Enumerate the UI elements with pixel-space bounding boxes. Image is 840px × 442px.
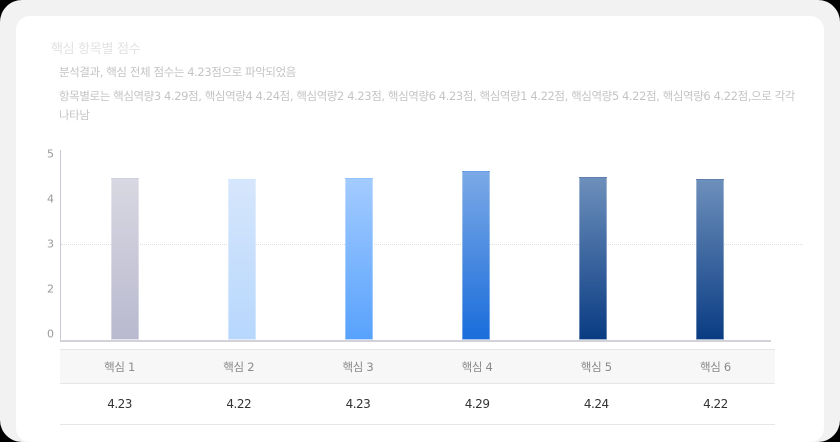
y-tick-0: 0 [47,327,54,341]
table-header-cell: 핵심 1 [104,359,136,374]
score-table: 핵심 1 핵심 2 핵심 3 핵심 4 핵심 5 핵심 6 4.23 4.22 … [60,349,775,425]
table-header-cell: 핵심 2 [223,359,255,374]
y-tick-2: 2 [47,282,54,296]
y-tick-3: 3 [47,237,54,251]
table-value-row: 4.23 4.22 4.23 4.29 4.24 4.22 [60,384,775,425]
card-title: 핵심 항목별 점수 [51,42,141,57]
table-value-cell: 4.23 [345,397,371,411]
bar-core-1[interactable] [111,178,139,340]
table-value-cell: 4.24 [583,397,609,411]
table-header-cell: 핵심 5 [580,359,612,374]
bar-core-3[interactable] [345,178,373,340]
table-value-cell: 4.23 [107,397,132,411]
table-header-cell: 핵심 3 [342,359,374,374]
table-value-cell: 4.22 [703,397,728,411]
y-axis [60,150,61,342]
bar-core-4[interactable] [462,171,490,340]
bar-core-5[interactable] [579,177,607,340]
y-tick-5: 5 [47,147,54,161]
table-header-row: 핵심 1 핵심 2 핵심 3 핵심 4 핵심 5 핵심 6 [60,350,775,384]
table-value-cell: 4.22 [226,397,252,411]
gridline-3 [61,244,803,245]
x-axis [60,340,771,342]
table-header-cell: 핵심 4 [461,359,493,374]
y-tick-4: 4 [47,192,54,206]
summary-text: 분석결과, 핵심 전체 점수는 4.23점으로 파악되었음 [59,65,296,79]
bar-core-6[interactable] [696,179,724,340]
bar-core-2[interactable] [228,179,256,340]
score-card: 핵심 항목별 점수 분석결과, 핵심 전체 점수는 4.23점으로 파악되었음 … [16,16,824,442]
detail-text: 항목별로는 핵심역량3 4.29점, 핵심역량4 4.24점, 핵심역량2 4.… [59,89,795,122]
table-value-cell: 4.29 [464,397,490,411]
table-header-cell: 핵심 6 [699,359,731,374]
bar-chart: 5 4 3 2 0 [16,16,824,442]
